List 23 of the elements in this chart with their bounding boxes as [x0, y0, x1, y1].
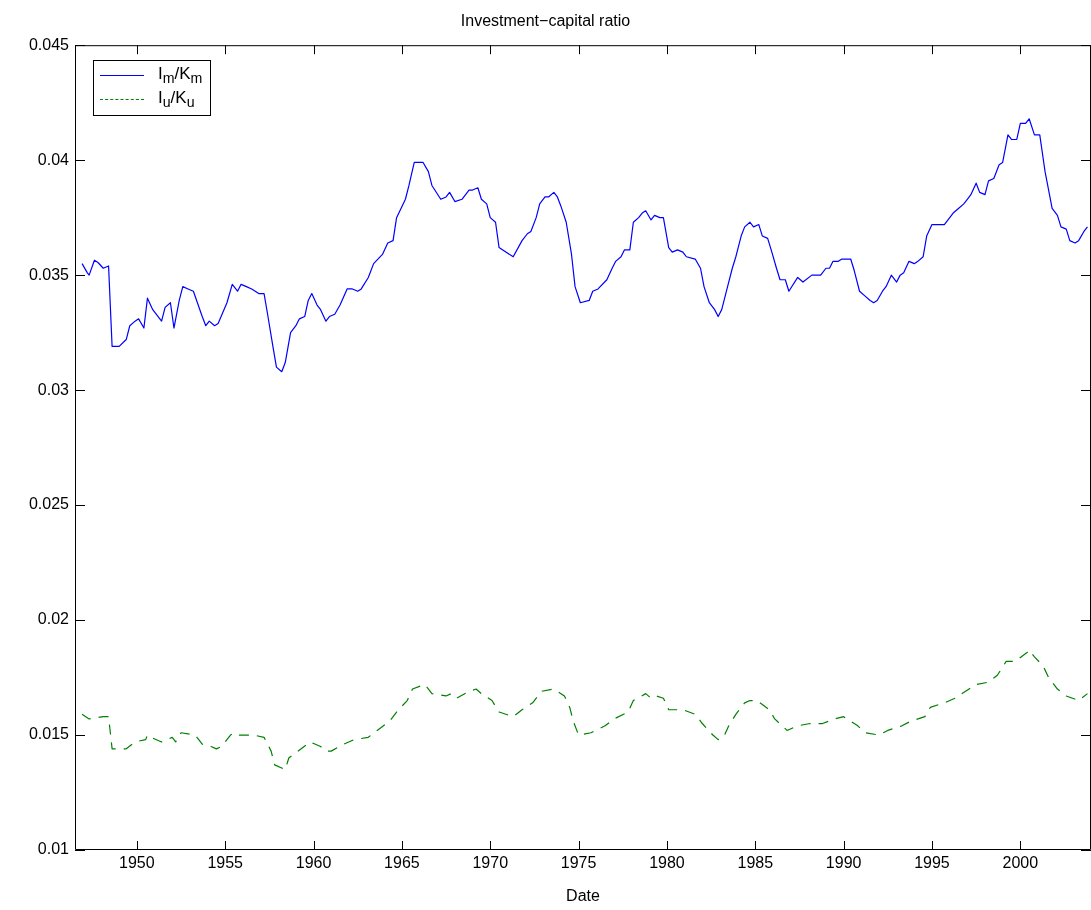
x-tick-label: 2000 [1002, 854, 1039, 872]
y-tick-label: 0.02 [37, 610, 70, 628]
y-tick-label: 0.03 [37, 380, 70, 398]
y-tick-label: 0.015 [28, 725, 70, 743]
x-tick-label: 1960 [295, 854, 332, 872]
chart-title: Investment−capital ratio [460, 12, 631, 30]
legend-label: I$_{u}$/K$_{u}$ [158, 87, 195, 111]
x-tick-label: 1975 [560, 854, 597, 872]
y-tick-label: 0.045 [28, 35, 70, 53]
x-tick-label: 1970 [472, 854, 509, 872]
x-tick-label: 1995 [914, 854, 950, 872]
x-tick-label: 1955 [207, 854, 244, 872]
legend-label: I$_{m}$/K$_{m}$ [158, 63, 203, 87]
x-tick-label: 1990 [825, 854, 862, 872]
y-tick-label: 0.01 [37, 840, 70, 858]
x-tick-label: 1950 [119, 854, 155, 872]
y-tick-label: 0.025 [28, 495, 70, 513]
x-tick-label: 1980 [649, 854, 685, 872]
x-tick-label: 1965 [384, 854, 420, 872]
x-axis-title: Date [566, 886, 600, 904]
y-tick-label: 0.04 [37, 150, 70, 168]
y-tick-label: 0.035 [28, 265, 70, 283]
x-tick-label: 1985 [737, 854, 774, 872]
